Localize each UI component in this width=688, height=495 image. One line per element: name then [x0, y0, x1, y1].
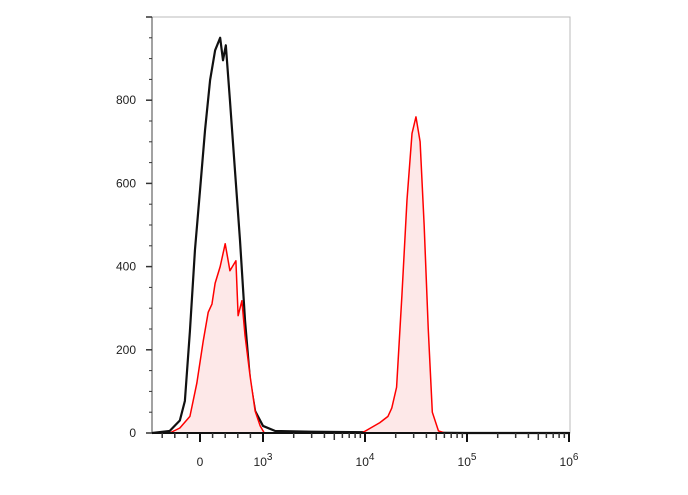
y-tick-label: 0 [129, 426, 136, 440]
y-tick-label: 200 [116, 343, 136, 357]
series-2-line [361, 116, 446, 434]
y-tick-label: 600 [116, 176, 136, 190]
x-tick-exponent: 6 [573, 452, 579, 463]
x-tick-exponent: 4 [369, 452, 375, 463]
x-tick-exponent: 3 [267, 452, 273, 463]
series-1-fill [169, 243, 265, 433]
series-1-line [169, 242, 265, 434]
y-tick-label: 400 [116, 260, 136, 274]
x-tick-exponent: 5 [471, 452, 477, 463]
x-tick-label: 105 [458, 452, 477, 469]
y-tick-label: 800 [116, 93, 136, 107]
x-tick-label: 103 [254, 452, 273, 469]
x-tick-label: 106 [560, 452, 579, 469]
x-tick-label: 0 [197, 455, 204, 469]
series-0-line [151, 36, 569, 435]
x-tick-label: 104 [356, 452, 375, 469]
